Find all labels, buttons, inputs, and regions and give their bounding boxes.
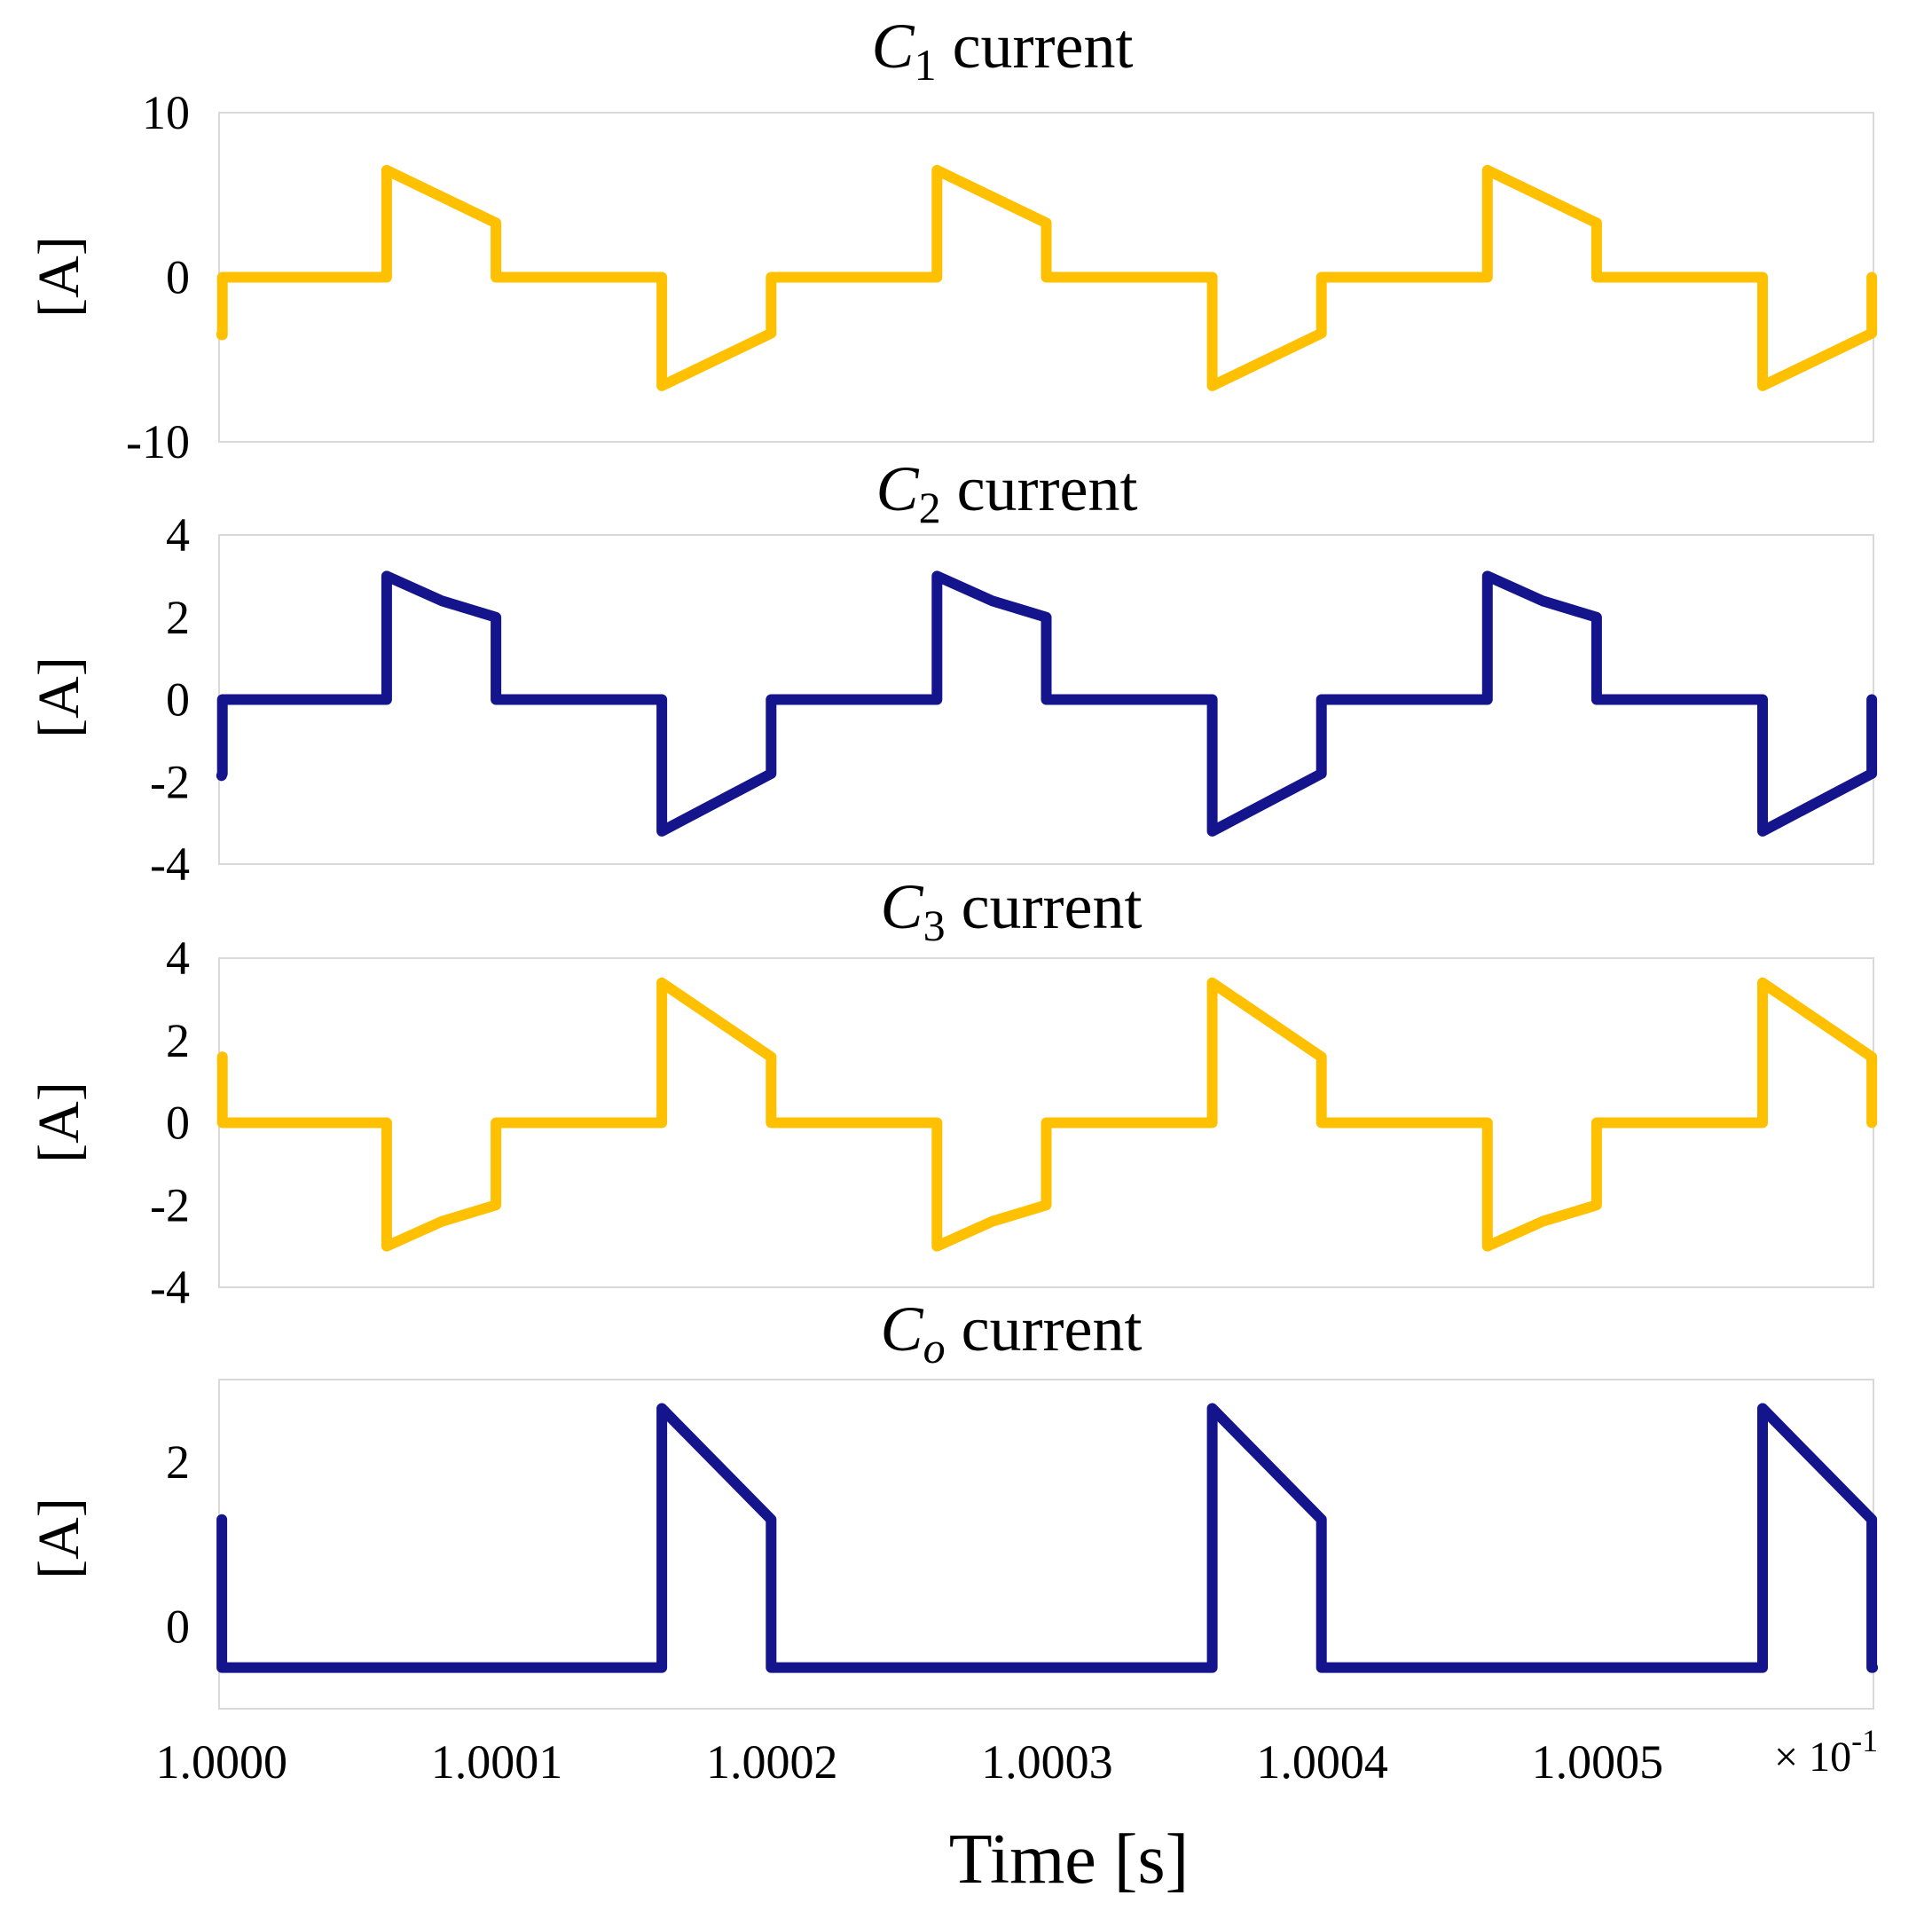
y-tick-label: -4 <box>150 838 190 891</box>
plot-area <box>218 1379 1874 1710</box>
y-tick-label: 4 <box>166 932 190 985</box>
series-line <box>216 570 1878 837</box>
panel-title: C2 current <box>876 453 1138 532</box>
x-multiplier: × 10-1 <box>1774 1723 1878 1781</box>
y-tick-label: -2 <box>150 755 190 808</box>
y-axis-label: [A] <box>27 657 91 738</box>
panel-co-current: Co current [A] 20 <box>27 1294 1879 1710</box>
series-line <box>216 977 1878 1252</box>
y-tick-label: 2 <box>166 1014 190 1067</box>
y-ticks: 20 <box>166 1435 190 1654</box>
x-axis-label: Time [s] <box>949 1821 1189 1899</box>
y-axis-label: [A] <box>27 1498 91 1579</box>
y-axis-label: [A] <box>27 236 91 318</box>
y-tick-label: 0 <box>166 1600 190 1653</box>
panel-c2-current: C2 current [A] 4 2 0 -2 -4 <box>27 453 1878 891</box>
x-tick-label: 1.0000 <box>156 1735 288 1789</box>
y-tick-label: 4 <box>166 508 190 562</box>
series-line <box>216 1403 1879 1673</box>
panel-c1-current: C1 current [A] 10 0 -10 <box>27 11 1878 468</box>
x-tick-label: 1.0002 <box>706 1735 838 1789</box>
y-axis-label: [A] <box>27 1081 91 1163</box>
y-tick-label: 2 <box>166 591 190 644</box>
y-tick-label: -10 <box>126 415 190 468</box>
series-line <box>216 164 1878 391</box>
x-tick-label: 1.0003 <box>981 1735 1113 1789</box>
y-tick-label: 0 <box>166 251 190 304</box>
y-ticks: 4 2 0 -2 -4 <box>150 508 190 891</box>
x-tick-label: 1.0004 <box>1256 1735 1388 1789</box>
x-tick-label: 1.0005 <box>1532 1735 1664 1789</box>
panel-c3-current: C3 current [A] 4 2 0 -2 -4 <box>27 871 1878 1314</box>
y-tick-label: -2 <box>150 1178 190 1231</box>
panel-title: C1 current <box>872 11 1134 90</box>
y-tick-label: 0 <box>166 1097 190 1150</box>
x-tick-label: 1.0001 <box>431 1735 563 1789</box>
y-tick-label: 10 <box>142 86 190 139</box>
x-axis: 1.0000 1.0001 1.0002 1.0003 1.0004 1.0005 <box>156 1735 1664 1789</box>
y-tick-label: 2 <box>166 1435 190 1489</box>
y-tick-label: 0 <box>166 673 190 727</box>
y-tick-label: -4 <box>150 1261 190 1314</box>
y-ticks: 4 2 0 -2 -4 <box>150 932 190 1314</box>
panel-title: C3 current <box>881 871 1143 950</box>
panel-title: Co current <box>881 1294 1143 1372</box>
y-ticks: 10 0 -10 <box>126 86 190 468</box>
